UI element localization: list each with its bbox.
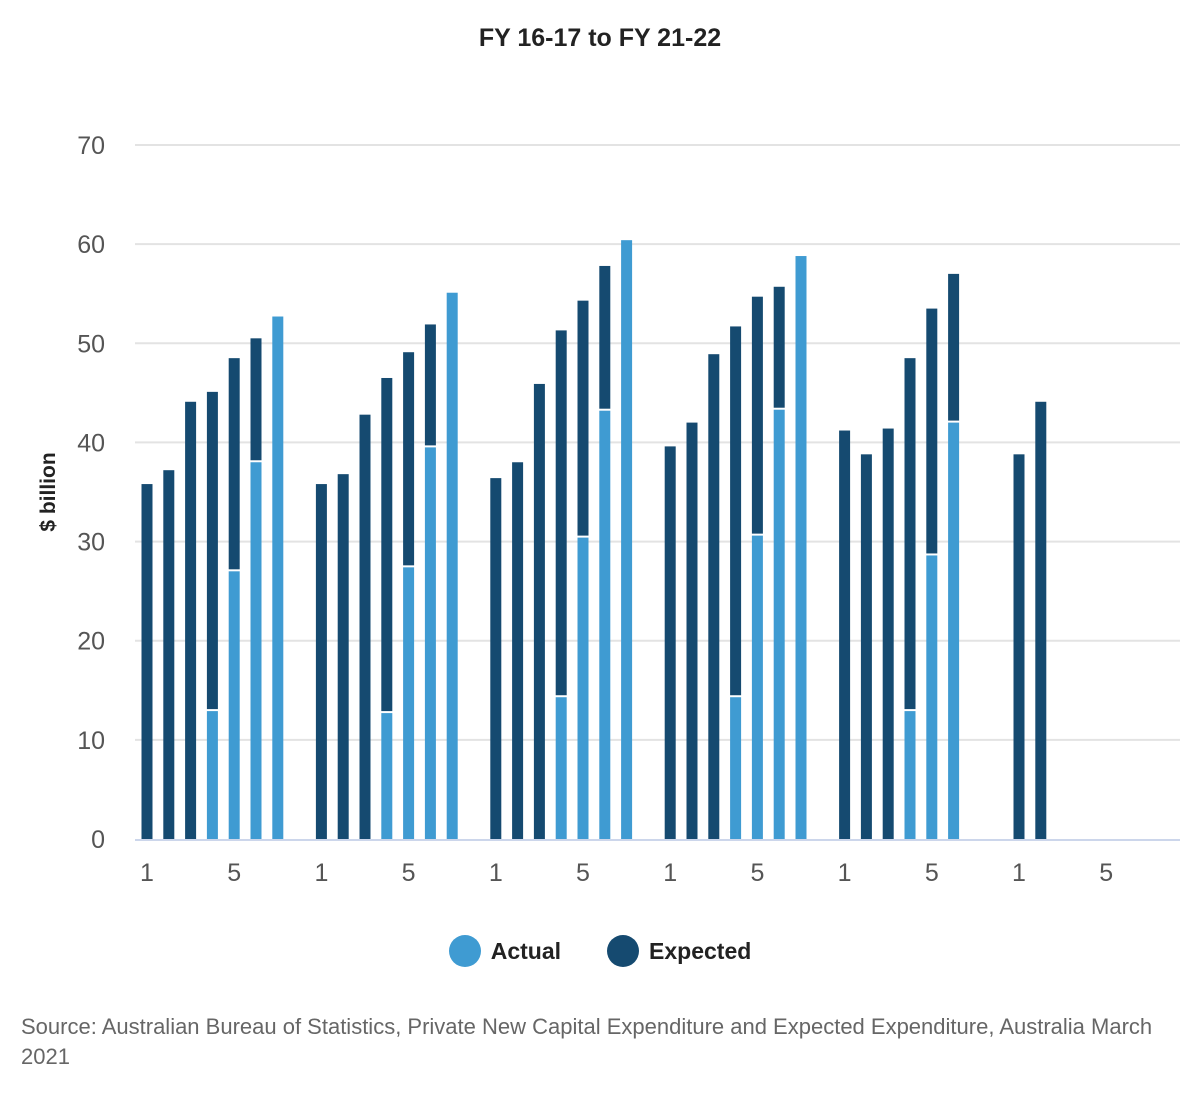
bar-expected[interactable] bbox=[708, 354, 720, 839]
bar-expected[interactable] bbox=[664, 446, 676, 839]
x-tick-label: 1 bbox=[663, 859, 677, 887]
x-tick-label: 1 bbox=[838, 859, 852, 887]
bar-actual[interactable] bbox=[904, 711, 916, 839]
y-tick-label: 70 bbox=[77, 132, 105, 160]
legend-label-expected: Expected bbox=[649, 937, 752, 964]
bar-expected[interactable] bbox=[512, 462, 524, 839]
bar-expected[interactable] bbox=[163, 470, 175, 839]
bar-actual[interactable] bbox=[577, 537, 589, 839]
bar-expected[interactable] bbox=[948, 273, 960, 421]
bar-expected[interactable] bbox=[751, 296, 763, 534]
bar-expected[interactable] bbox=[185, 401, 197, 839]
y-tick-label: 40 bbox=[77, 429, 105, 457]
y-axis: 0 10 20 30 40 50 60 70 bbox=[77, 132, 105, 854]
bar-actual[interactable] bbox=[621, 240, 633, 840]
y-tick-label: 50 bbox=[77, 330, 105, 358]
bar-expected[interactable] bbox=[403, 352, 415, 566]
x-tick-label: 1 bbox=[1012, 859, 1026, 887]
bar-expected[interactable] bbox=[860, 454, 872, 839]
bar-expected[interactable] bbox=[228, 358, 240, 570]
bar-expected[interactable] bbox=[206, 391, 218, 710]
x-tick-label: 1 bbox=[140, 859, 154, 887]
y-tick-label: 0 bbox=[91, 826, 105, 854]
legend-swatch-actual-icon bbox=[448, 935, 481, 967]
bar-expected[interactable] bbox=[424, 324, 436, 446]
chart-title: FY 16-17 to FY 21-22 bbox=[478, 24, 722, 52]
bar-expected[interactable] bbox=[577, 300, 589, 536]
bar-expected[interactable] bbox=[250, 338, 262, 461]
bar-expected[interactable] bbox=[533, 383, 545, 839]
bar-actual[interactable] bbox=[795, 256, 807, 839]
bar-expected[interactable] bbox=[926, 308, 938, 554]
bar-expected[interactable] bbox=[1035, 401, 1047, 839]
bar-expected[interactable] bbox=[490, 478, 502, 839]
x-tick-label: 5 bbox=[402, 859, 416, 887]
bar-expected[interactable] bbox=[381, 377, 393, 712]
bar-actual[interactable] bbox=[730, 697, 742, 839]
bars bbox=[141, 240, 1047, 840]
y-axis-title: $ billion bbox=[37, 452, 60, 531]
bar-expected[interactable] bbox=[599, 265, 611, 409]
bar-actual[interactable] bbox=[250, 462, 262, 839]
legend: Actual Expected bbox=[0, 935, 1200, 967]
y-tick-label: 60 bbox=[77, 231, 105, 259]
bar-actual[interactable] bbox=[773, 409, 785, 839]
bar-expected[interactable] bbox=[141, 484, 153, 839]
bar-expected[interactable] bbox=[337, 474, 349, 839]
bar-expected[interactable] bbox=[730, 326, 742, 696]
x-tick-label: 5 bbox=[576, 859, 590, 887]
bar-actual[interactable] bbox=[446, 292, 458, 839]
x-tick-label: 5 bbox=[750, 859, 764, 887]
bar-actual[interactable] bbox=[206, 711, 218, 839]
x-tick-label: 5 bbox=[227, 859, 241, 887]
bar-expected[interactable] bbox=[555, 330, 567, 696]
y-tick-label: 30 bbox=[77, 529, 105, 557]
bar-actual[interactable] bbox=[381, 713, 393, 839]
bar-expected[interactable] bbox=[686, 422, 698, 839]
x-tick-label: 1 bbox=[489, 859, 503, 887]
bar-actual[interactable] bbox=[424, 447, 436, 839]
bar-actual[interactable] bbox=[926, 555, 938, 839]
bar-expected[interactable] bbox=[839, 430, 851, 839]
bar-actual[interactable] bbox=[272, 316, 284, 839]
legend-label-actual: Actual bbox=[490, 937, 562, 964]
x-axis: 1 5 1 5 1 5 1 5 1 5 1 5 bbox=[135, 839, 1180, 887]
y-tick-label: 10 bbox=[77, 727, 105, 755]
bar-actual[interactable] bbox=[751, 535, 763, 839]
gridlines bbox=[135, 144, 1180, 741]
bar-actual[interactable] bbox=[228, 571, 240, 839]
bar-expected[interactable] bbox=[904, 358, 916, 710]
bar-actual[interactable] bbox=[403, 567, 415, 839]
bar-expected[interactable] bbox=[882, 428, 894, 839]
x-tick-label: 5 bbox=[925, 859, 939, 887]
x-tick-label: 1 bbox=[314, 859, 328, 887]
bar-expected[interactable] bbox=[315, 484, 327, 839]
legend-item-expected[interactable]: Expected bbox=[607, 935, 751, 967]
source-note: Source: Australian Bureau of Statistics,… bbox=[21, 1014, 1153, 1069]
bar-expected[interactable] bbox=[1013, 454, 1025, 839]
bar-actual[interactable] bbox=[599, 410, 611, 839]
legend-swatch-expected-icon bbox=[607, 935, 640, 967]
bar-actual[interactable] bbox=[948, 422, 960, 839]
bar-actual[interactable] bbox=[555, 697, 567, 839]
bar-expected[interactable] bbox=[773, 286, 785, 408]
y-tick-label: 20 bbox=[77, 628, 105, 656]
x-tick-label: 5 bbox=[1099, 859, 1113, 887]
bar-expected[interactable] bbox=[359, 414, 371, 839]
chart-plot: 0 10 20 30 40 50 60 70 1 5 1 5 1 5 1 5 1 5 1 5 $ billion bbox=[37, 132, 1180, 887]
legend-item-actual[interactable]: Actual bbox=[448, 935, 562, 967]
